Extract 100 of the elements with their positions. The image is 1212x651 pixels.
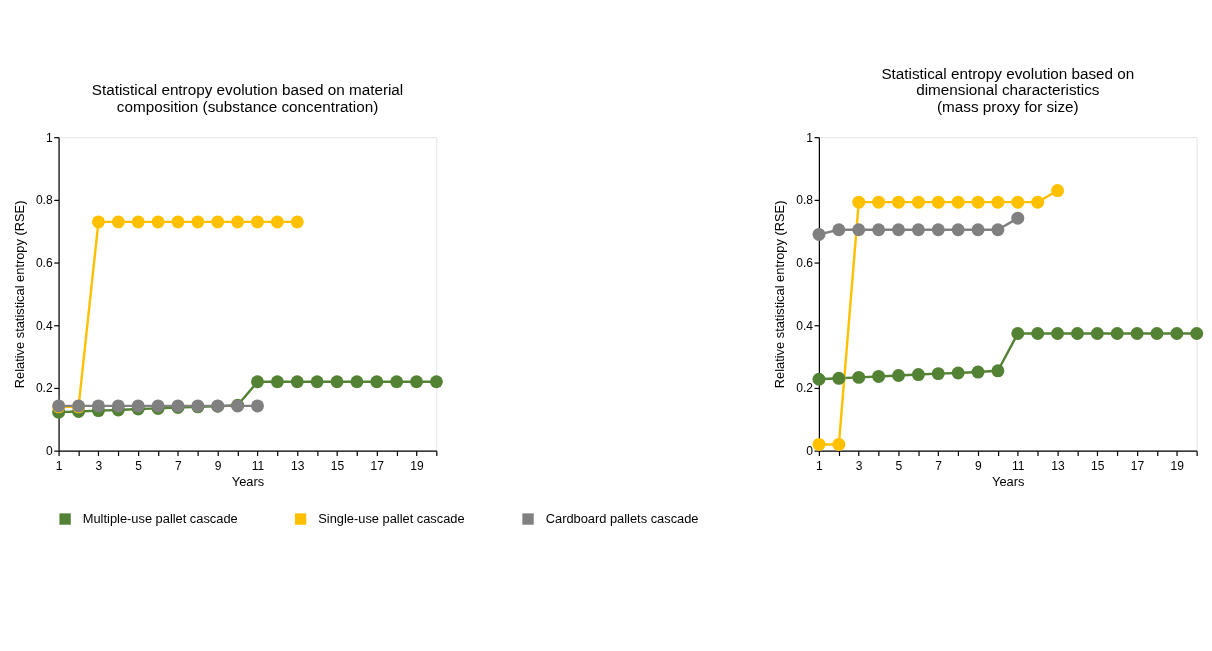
x-axis-title: Years (231, 474, 265, 490)
point (991, 223, 1005, 237)
x-tick-label: 5 (895, 459, 903, 474)
point (832, 437, 846, 451)
point (892, 223, 905, 237)
chart-title: Statistical entropy evolution based on dimensional characteristics (mass proxy for size) (881, 64, 1135, 116)
point (931, 367, 945, 381)
point (251, 215, 264, 229)
point (350, 375, 364, 389)
y-tick-label: 1 (806, 130, 814, 145)
chart-title: Statistical entropy evolution based on material composition (substance concentration) (91, 81, 404, 116)
point (91, 215, 105, 229)
point (991, 364, 1005, 378)
point (171, 215, 185, 229)
x-tick-label: 11 (1011, 459, 1025, 474)
x-tick-label: 19 (1170, 459, 1185, 474)
point (1190, 327, 1204, 340)
x-tick-label: 3 (855, 459, 863, 474)
point (1170, 327, 1184, 340)
point (892, 195, 905, 209)
point (1150, 327, 1164, 340)
point (1051, 184, 1065, 198)
x-tick-label: 11 (251, 459, 265, 474)
point (1110, 327, 1124, 340)
point (971, 365, 985, 379)
x-tick-label: 1 (55, 459, 63, 474)
point (111, 215, 125, 229)
x-tick-label: 17 (1130, 459, 1145, 474)
x-tick-label: 5 (135, 459, 143, 474)
y-tick-label: 0.4 (796, 318, 814, 333)
point (290, 375, 304, 389)
x-tick-label: 9 (214, 459, 222, 474)
x-tick-label: 13 (1051, 459, 1065, 474)
point (872, 195, 886, 209)
point (191, 215, 205, 229)
y-tick-label: 0.6 (35, 256, 53, 271)
x-axis-title: Years (992, 474, 1025, 490)
y-tick-label: 0.4 (35, 318, 53, 333)
x-tick-label: 13 (290, 459, 305, 474)
point (852, 223, 866, 237)
point (812, 372, 826, 386)
y-tick-label: 0 (45, 444, 53, 459)
point (832, 371, 846, 385)
x-tick-label: 1 (816, 459, 824, 474)
x-tick-label: 15 (1091, 459, 1105, 474)
x-tick-label: 17 (370, 459, 385, 474)
point (1011, 211, 1025, 225)
point (310, 375, 324, 389)
point (931, 195, 945, 209)
point (971, 195, 985, 209)
point (429, 375, 443, 389)
point (131, 215, 145, 229)
point (270, 215, 284, 229)
x-tick-label: 3 (95, 459, 103, 474)
x-tick-label: 7 (935, 459, 943, 474)
y-tick-label: 1 (45, 130, 53, 145)
point (251, 399, 264, 413)
point (1051, 327, 1065, 340)
point (151, 215, 165, 229)
point (1031, 195, 1045, 209)
point (231, 215, 245, 229)
point (812, 437, 826, 451)
legend-label: Cardboard pallets cascade (545, 511, 699, 527)
y-tick-label: 0.6 (796, 256, 814, 271)
point (991, 195, 1005, 209)
point (951, 366, 965, 380)
x-tick-label: 19 (410, 459, 424, 474)
legend-label: Single-use pallet cascade (318, 511, 465, 527)
point (390, 375, 404, 389)
point (330, 375, 344, 389)
point (812, 227, 826, 241)
point (111, 399, 125, 413)
point (911, 223, 925, 237)
point (832, 223, 846, 237)
point (1070, 327, 1084, 340)
y-tick-label: 0 (806, 444, 814, 459)
point (290, 215, 304, 229)
point (251, 375, 264, 389)
x-tick-label: 9 (975, 459, 983, 474)
y-tick-label: 0.8 (35, 193, 53, 208)
point (270, 375, 284, 389)
point (971, 223, 985, 237)
legend-label: Multiple-use pallet cascade (82, 511, 238, 527)
y-tick-label: 0.2 (35, 381, 53, 396)
y-axis-title: Relative statistical entropy (RSE) (772, 200, 788, 389)
point (1031, 327, 1045, 340)
point (211, 215, 225, 229)
y-axis-title: Relative statistical entropy (RSE) (11, 200, 27, 389)
point (410, 375, 424, 389)
x-tick-label: 15 (330, 459, 345, 474)
point (872, 223, 886, 237)
point (951, 223, 965, 237)
point (1011, 327, 1025, 340)
point (911, 195, 925, 209)
point (872, 369, 886, 383)
point (892, 369, 905, 382)
point (91, 399, 105, 413)
point (852, 195, 866, 209)
point (852, 370, 866, 384)
point (951, 195, 965, 209)
